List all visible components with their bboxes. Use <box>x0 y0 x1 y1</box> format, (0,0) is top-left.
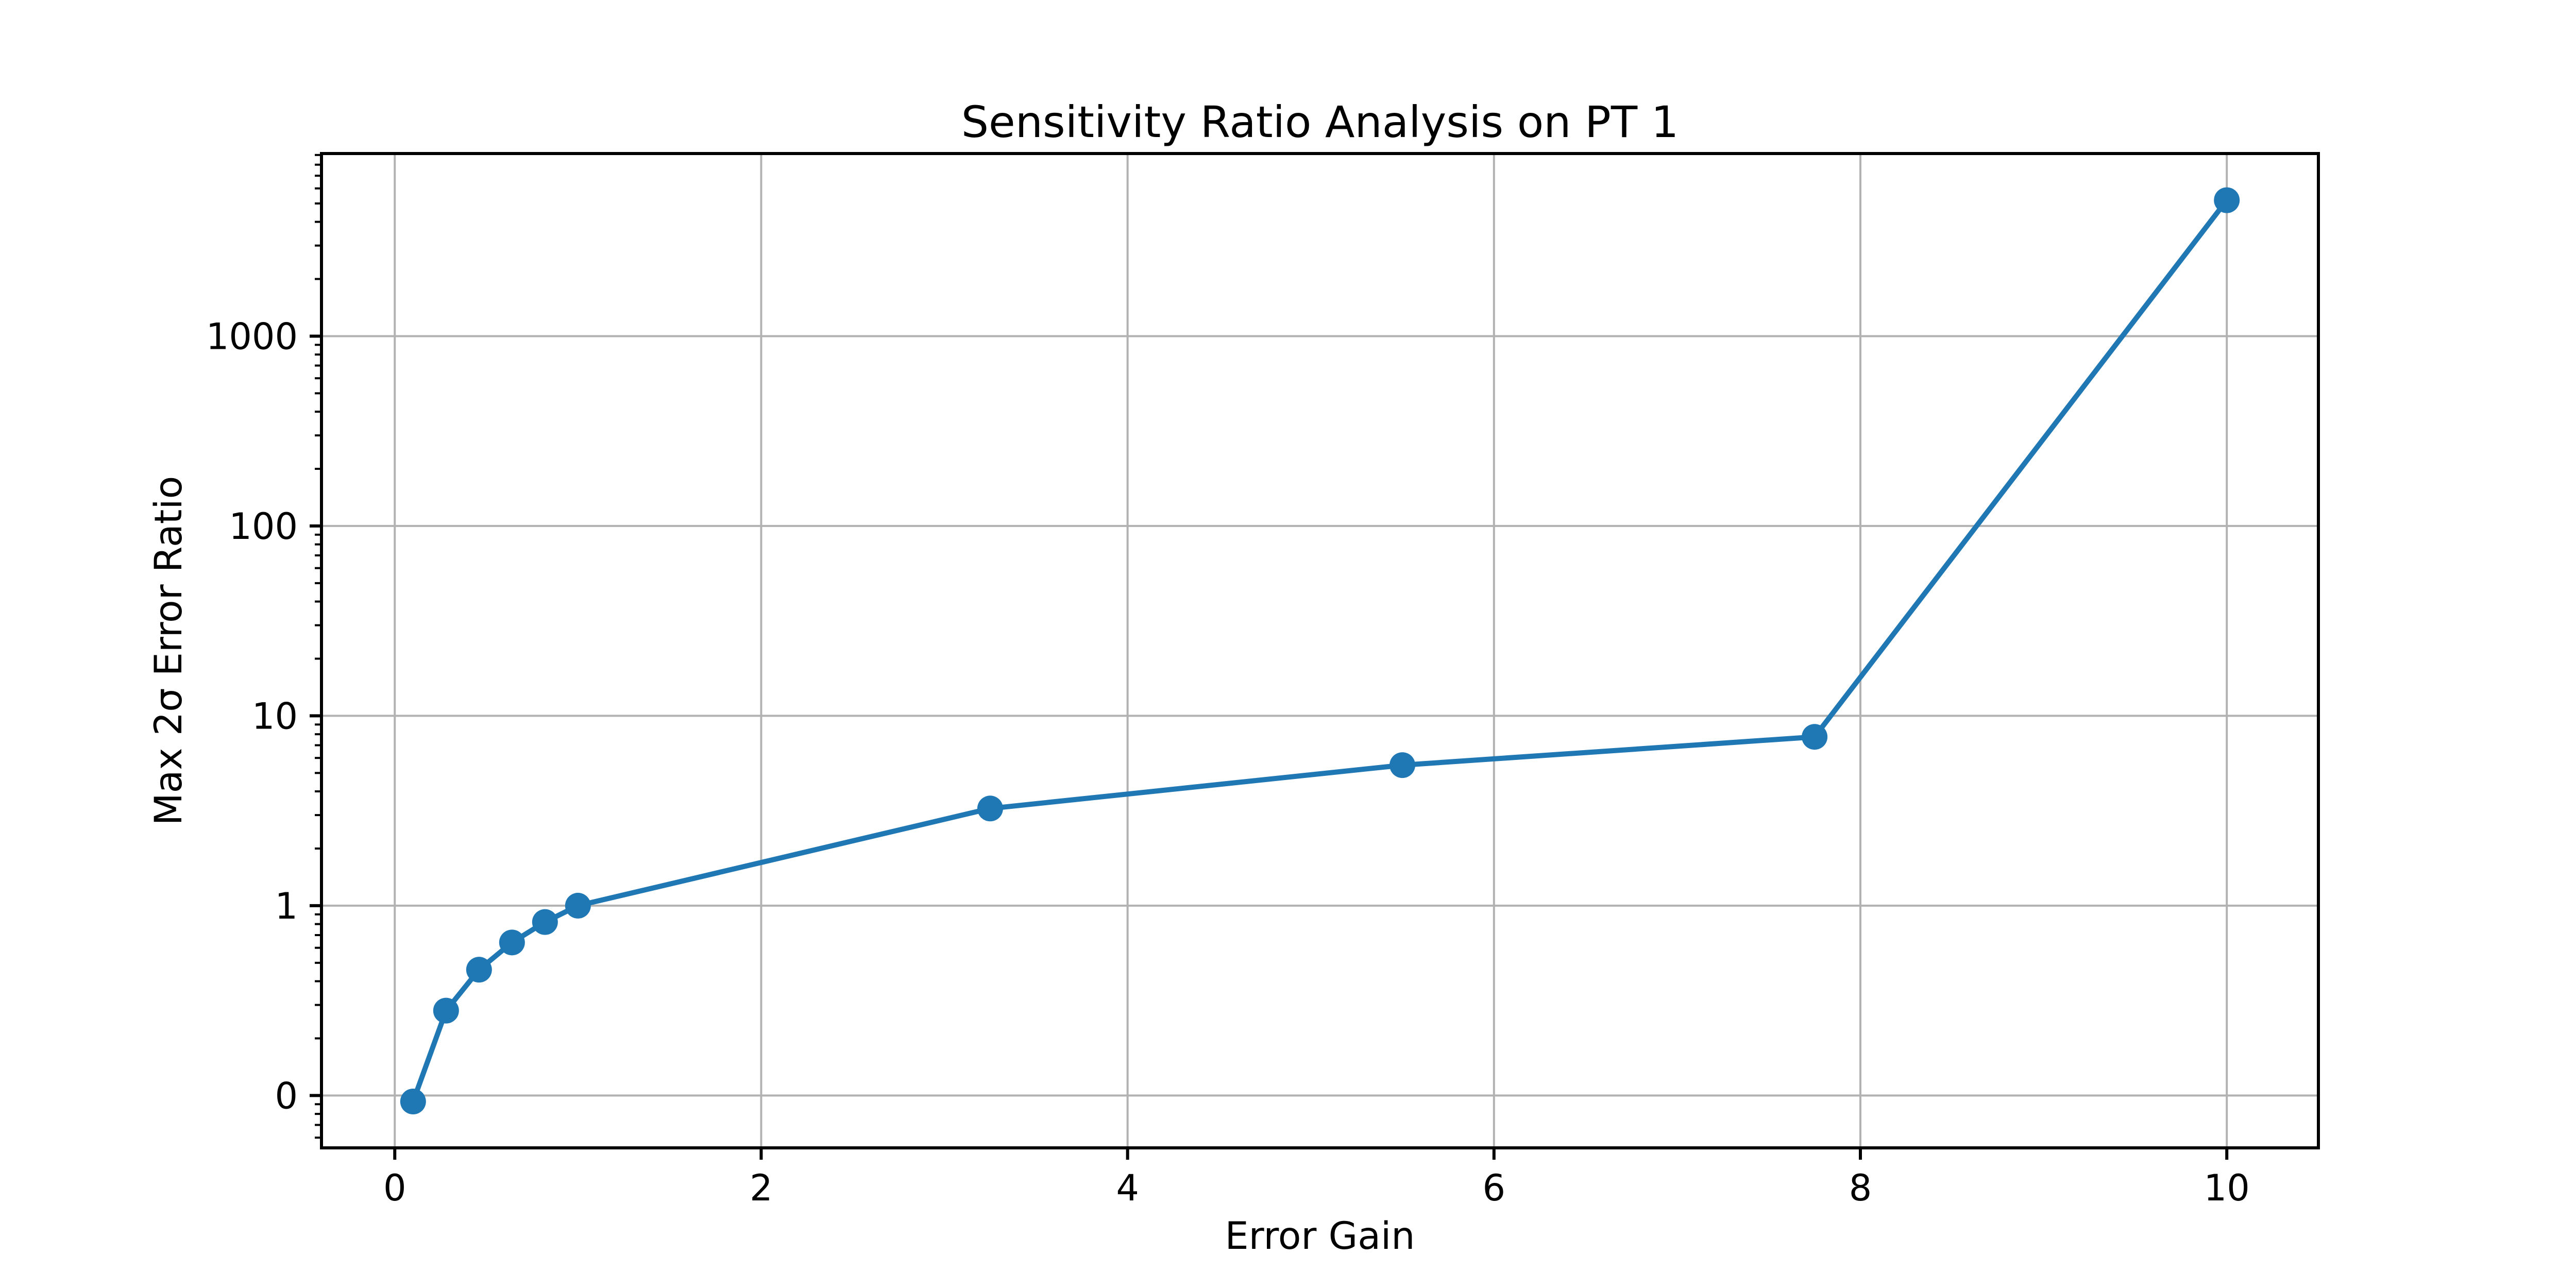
data-point-marker <box>1802 724 1828 750</box>
data-point-marker <box>2214 187 2240 213</box>
x-tick-label: 2 <box>750 1167 773 1209</box>
y-tick-label: 10 <box>252 695 298 737</box>
data-point-marker <box>977 795 1003 822</box>
gridlines-group <box>321 154 2318 1148</box>
axes-spines <box>320 152 2320 1149</box>
x-tick-label: 6 <box>1483 1167 1506 1209</box>
y-tick-label: 1 <box>275 885 298 927</box>
x-tick-label: 10 <box>2204 1167 2250 1209</box>
y-tick-label: 100 <box>229 505 298 548</box>
y-axis-label: Max 2σ Error Ratio <box>147 476 191 826</box>
x-tick-label: 8 <box>1849 1167 1872 1209</box>
x-tick-label: 0 <box>383 1167 406 1209</box>
data-point-marker <box>433 997 459 1024</box>
data-point-marker <box>499 929 525 956</box>
data-point-marker <box>565 892 591 919</box>
x-axis-label: Error Gain <box>1225 1214 1415 1258</box>
plot-area <box>321 154 2318 1148</box>
series-line <box>410 197 2230 1105</box>
data-point-marker <box>1389 752 1416 778</box>
y-tick-label: 0 <box>275 1075 298 1117</box>
data-point-marker <box>532 909 558 935</box>
data-point-marker <box>466 957 492 983</box>
series-group <box>400 187 2240 1115</box>
chart-title: Sensitivity Ratio Analysis on PT 1 <box>961 97 1679 147</box>
y-tick-label: 1000 <box>206 315 298 358</box>
x-tick-label: 4 <box>1116 1167 1139 1209</box>
data-point-marker <box>400 1089 426 1115</box>
ticks-group <box>310 154 2229 1160</box>
axes-frame-group <box>320 152 2320 1149</box>
